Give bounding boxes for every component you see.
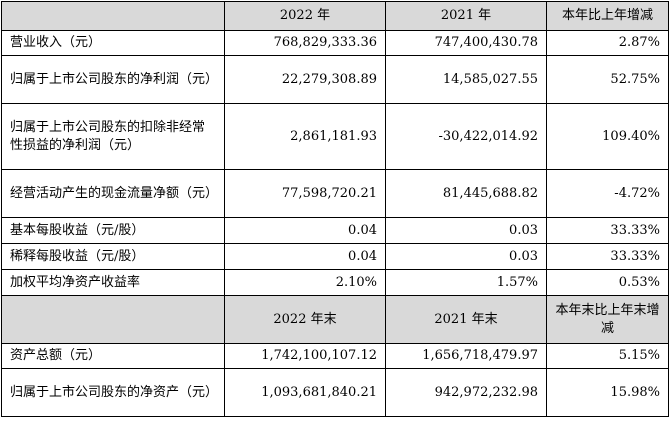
header-year-end-2022: 2022 年末 (224, 295, 386, 344)
value-change: 15.98% (546, 368, 669, 417)
table-row: 归属于上市公司股东的净利润（元） 22,279,308.89 14,585,02… (1, 55, 669, 104)
value-2022: 0.04 (224, 243, 386, 270)
value-2022: 768,829,333.36 (224, 30, 386, 56)
row-label: 归属于上市公司股东的净资产（元） (1, 368, 225, 417)
table-row: 归属于上市公司股东的扣除非经常性损益的净利润（元） 2,861,181.93 -… (1, 103, 669, 170)
value-2021: 0.03 (385, 217, 547, 244)
value-change: 0.53% (546, 269, 669, 296)
value-2022: 2,861,181.93 (224, 103, 386, 170)
table-header-row: 2022 年末 2021 年末 本年末比上年末增减 (1, 295, 669, 344)
header-yoy-change: 本年比上年增减 (546, 1, 669, 31)
value-change: 33.33% (546, 217, 669, 244)
table-row: 经营活动产生的现金流量净额（元） 77,598,720.21 81,445,68… (1, 169, 669, 218)
table-row: 资产总额（元） 1,742,100,107.12 1,656,718,479.9… (1, 343, 669, 369)
table-row: 加权平均净资产收益率 2.10% 1.57% 0.53% (1, 269, 669, 296)
table-row: 营业收入（元） 768,829,333.36 747,400,430.78 2.… (1, 30, 669, 56)
header-year-2022: 2022 年 (224, 1, 386, 31)
value-2022: 1,742,100,107.12 (224, 343, 386, 369)
value-change: 5.15% (546, 343, 669, 369)
row-label: 归属于上市公司股东的扣除非经常性损益的净利润（元） (1, 103, 225, 170)
row-label: 营业收入（元） (1, 30, 225, 56)
table-row: 稀释每股收益（元/股） 0.04 0.03 33.33% (1, 243, 669, 270)
row-label: 稀释每股收益（元/股） (1, 243, 225, 270)
header-year-end-2021: 2021 年末 (385, 295, 547, 344)
value-2022: 1,093,681,840.21 (224, 368, 386, 417)
value-2021: 1,656,718,479.97 (385, 343, 547, 369)
value-2021: 942,972,232.98 (385, 368, 547, 417)
value-2021: 1.57% (385, 269, 547, 296)
row-label: 基本每股收益（元/股） (1, 217, 225, 244)
value-2022: 77,598,720.21 (224, 169, 386, 218)
table-header-row: 2022 年 2021 年 本年比上年增减 (1, 1, 669, 31)
value-change: 109.40% (546, 103, 669, 170)
row-label: 资产总额（元） (1, 343, 225, 369)
value-change: -4.72% (546, 169, 669, 218)
value-change: 52.75% (546, 55, 669, 104)
row-label: 经营活动产生的现金流量净额（元） (1, 169, 225, 218)
value-2022: 22,279,308.89 (224, 55, 386, 104)
table-row: 归属于上市公司股东的净资产（元） 1,093,681,840.21 942,97… (1, 368, 669, 417)
value-2021: -30,422,014.92 (385, 103, 547, 170)
header-year-end-change: 本年末比上年末增减 (546, 295, 669, 344)
header-year-2021: 2021 年 (385, 1, 547, 31)
value-2022: 0.04 (224, 217, 386, 244)
row-label: 归属于上市公司股东的净利润（元） (1, 55, 225, 104)
value-2021: 81,445,688.82 (385, 169, 547, 218)
row-label: 加权平均净资产收益率 (1, 269, 225, 296)
value-2021: 14,585,027.55 (385, 55, 547, 104)
value-change: 2.87% (546, 30, 669, 56)
table-row: 基本每股收益（元/股） 0.04 0.03 33.33% (1, 217, 669, 244)
value-2021: 0.03 (385, 243, 547, 270)
header-blank-cell (1, 1, 225, 31)
value-change: 33.33% (546, 243, 669, 270)
value-2022: 2.10% (224, 269, 386, 296)
value-2021: 747,400,430.78 (385, 30, 547, 56)
header-blank-cell (1, 295, 225, 344)
